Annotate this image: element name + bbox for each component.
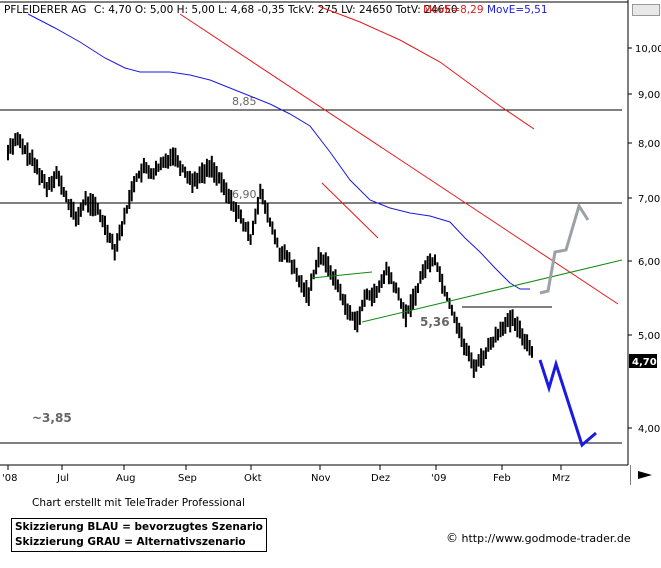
x-label: '08	[2, 473, 17, 484]
footer-url-text: http://www.godmode-trader.de	[461, 532, 631, 545]
x-label: Mrz	[552, 473, 570, 484]
header-quote: C: 4,70 O: 5,00 H: 5,00 L: 4,68 -0,35 Tc…	[94, 4, 458, 16]
y-axis: 10,00 9,00 8,00 7,00 6,00 5,00 4,00	[628, 44, 661, 435]
y-label: 6,00	[638, 257, 660, 268]
x-label: '09	[431, 473, 446, 484]
y-label: 10,00	[635, 44, 661, 55]
moving-average-blue	[27, 13, 530, 290]
y-label: 8,00	[638, 139, 660, 150]
y-label: 5,00	[638, 331, 660, 342]
annotation-885: 8,85	[232, 95, 257, 108]
scenario-legend: Skizzierung BLAU = bevorzugtes Szenario …	[11, 518, 267, 552]
zoom-slider[interactable]	[632, 4, 660, 16]
x-label: Nov	[311, 473, 331, 484]
x-label: Jul	[56, 473, 69, 484]
y-label: 4,00	[638, 424, 660, 435]
x-label: Sep	[178, 473, 197, 484]
trendline-green-short	[311, 271, 373, 279]
scroll-right-icon[interactable]	[630, 465, 658, 485]
header-instrument: PFLEIDERER AG	[4, 4, 86, 16]
trendline-red-major	[179, 13, 619, 305]
legend-gray: Skizzierung GRAU = Alternativszenario	[15, 536, 246, 548]
x-label: Aug	[116, 473, 136, 484]
x-label: Feb	[493, 473, 511, 484]
trendline-green-long	[361, 259, 623, 323]
footer-link[interactable]: © http://www.godmode-trader.de	[446, 531, 631, 545]
annotation-690: 6,90	[232, 188, 257, 201]
x-axis: '08 Jul Aug Sep Okt Nov Dez '09 Feb Mrz	[2, 465, 570, 484]
header-move-red: MovE=8,29	[423, 4, 484, 16]
copyright-icon: ©	[446, 531, 458, 545]
scenario-gray	[539, 202, 590, 295]
trendline-red-minor	[321, 182, 379, 239]
plot-area	[0, 0, 628, 465]
x-label: Okt	[244, 473, 262, 484]
annotation-385: ~3,85	[32, 411, 72, 425]
x-label: Dez	[371, 473, 390, 484]
y-label: 7,00	[638, 194, 660, 205]
price-bars	[7, 132, 533, 378]
scenario-blue	[538, 358, 597, 448]
last-price-value: 4,70	[632, 357, 657, 368]
scroll-arrow	[638, 471, 652, 479]
header-move-blue: MovE=5,51	[487, 4, 548, 16]
moving-average-red	[317, 5, 535, 130]
chart-credit: Chart erstellt mit TeleTrader Profession…	[32, 497, 245, 509]
legend-blue: Skizzierung BLAU = bevorzugtes Szenario	[15, 521, 263, 533]
y-label: 9,00	[638, 90, 660, 101]
last-price-badge	[629, 354, 657, 368]
annotation-536: 5,36	[420, 315, 450, 329]
